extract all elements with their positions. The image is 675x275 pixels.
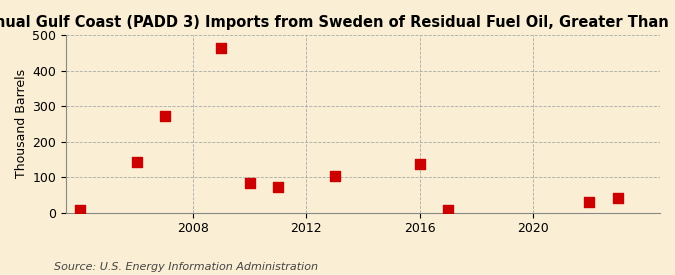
Point <box>612 196 623 200</box>
Point <box>414 161 425 166</box>
Text: Source: U.S. Energy Information Administration: Source: U.S. Energy Information Administ… <box>54 262 318 272</box>
Point <box>584 200 595 204</box>
Point <box>329 174 340 178</box>
Point <box>216 46 227 51</box>
Point <box>75 208 86 212</box>
Y-axis label: Thousand Barrels: Thousand Barrels <box>15 69 28 178</box>
Title: Annual Gulf Coast (PADD 3) Imports from Sweden of Residual Fuel Oil, Greater Tha: Annual Gulf Coast (PADD 3) Imports from … <box>0 15 675 30</box>
Point <box>244 181 255 186</box>
Point <box>159 114 170 119</box>
Point <box>442 208 453 212</box>
Point <box>273 185 284 189</box>
Point <box>131 160 142 164</box>
